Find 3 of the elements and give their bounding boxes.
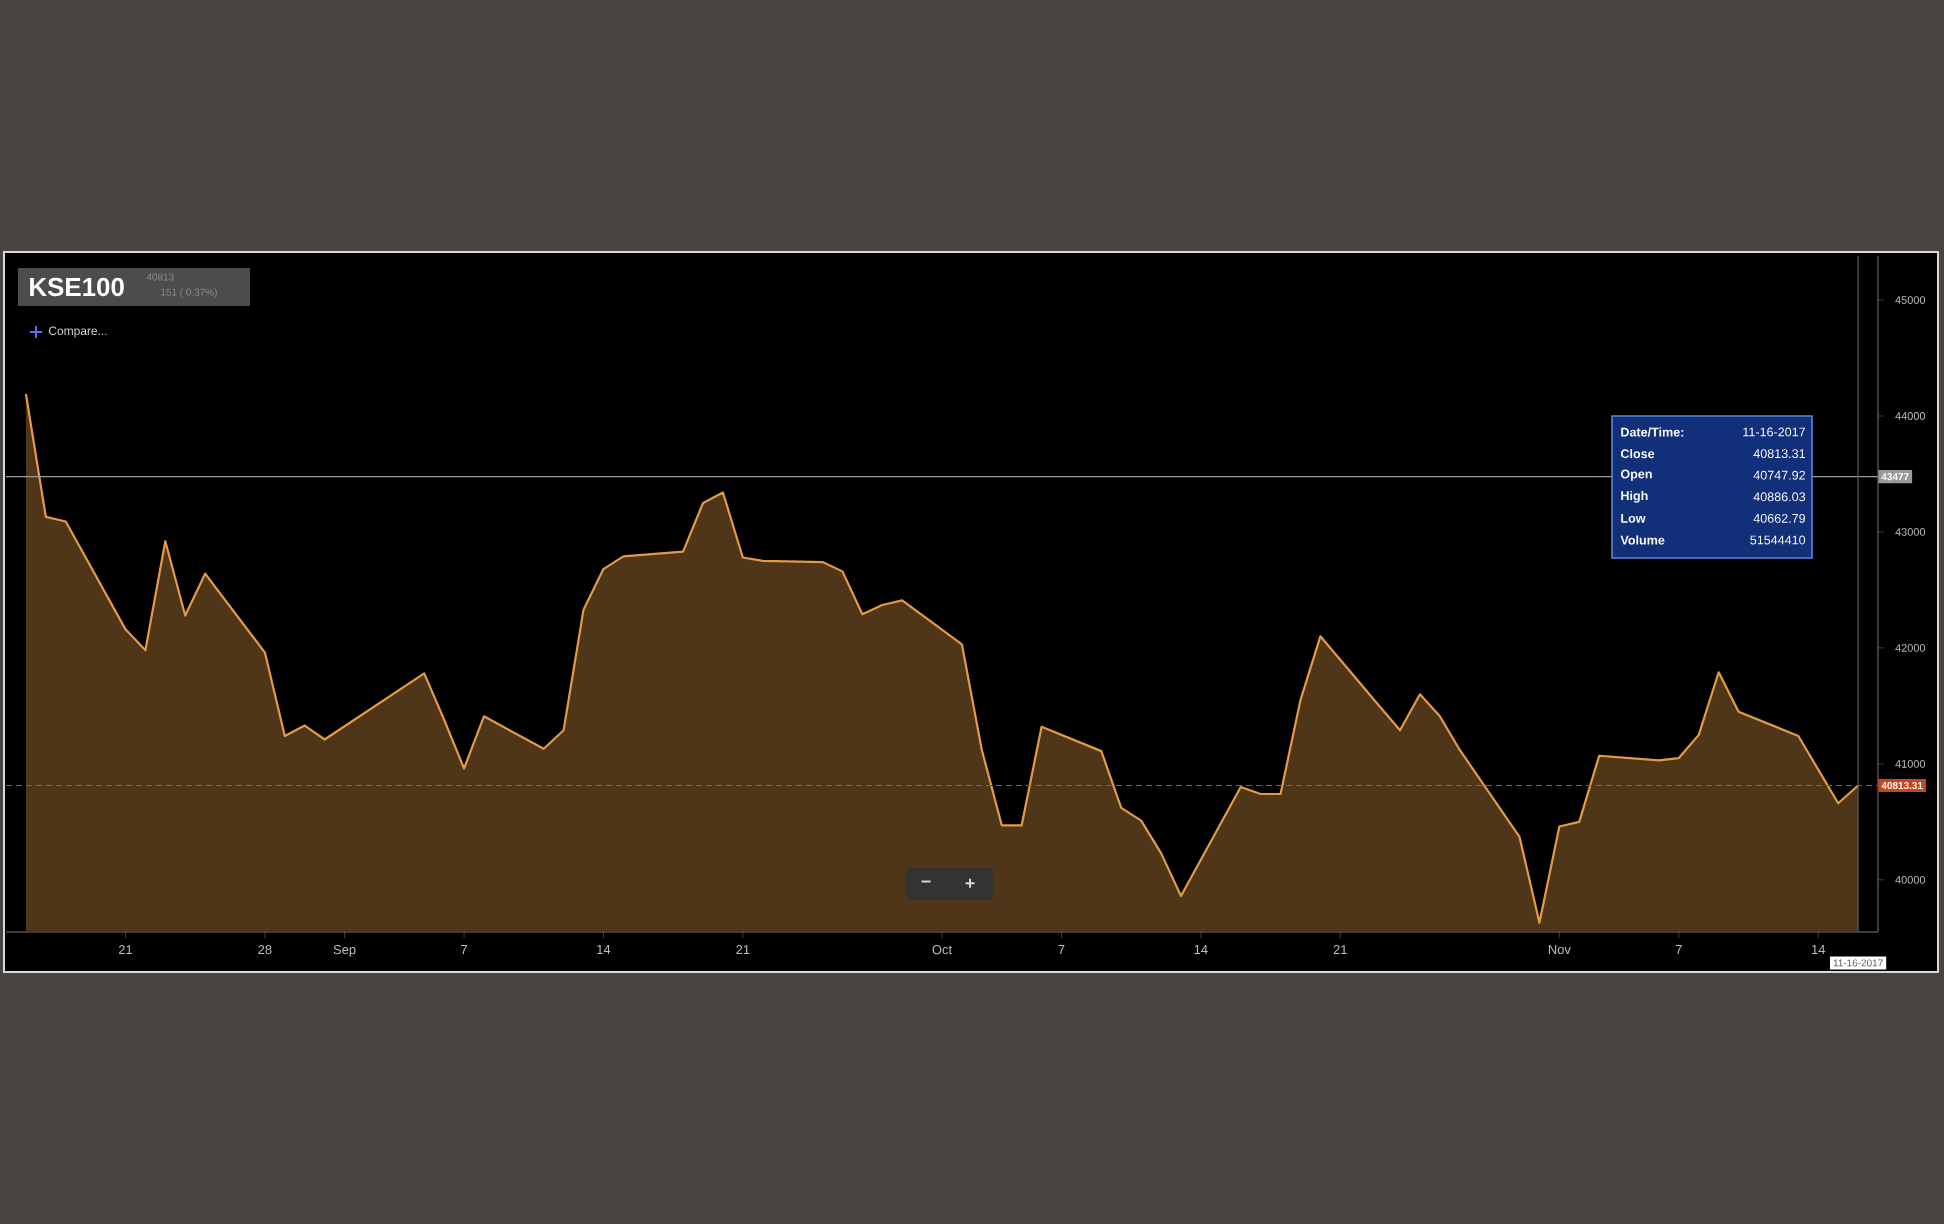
annotation: + <box>965 878 975 888</box>
text: KSE100 <box>30 277 124 297</box>
annotation: − <box>921 880 931 883</box>
